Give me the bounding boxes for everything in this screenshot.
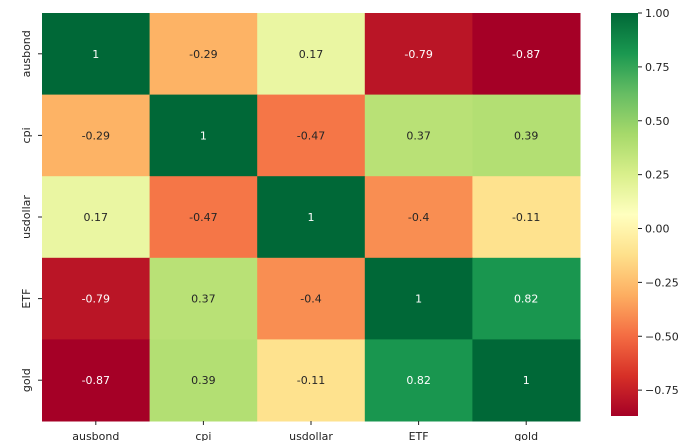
cell-value-label: 1 (415, 293, 422, 306)
cell-value-label: -0.4 (300, 293, 321, 306)
heatmap-cell-ausbond-cpi (149, 13, 258, 96)
colorbar-tick-label: 1.00 (645, 7, 670, 20)
cell-value-label: 0.39 (191, 374, 216, 387)
row-tick-labels: ausbond cpi usdollar ETF gold (20, 30, 42, 392)
heatmap-cell-gold-cpi (149, 339, 258, 422)
heatmap-cell-labels: 1 -0.29 0.17 -0.79 -0.87 -0.29 1 -0.47 0.37 0.39 0… (82, 48, 541, 387)
cell-value-label: -0.29 (82, 129, 110, 142)
colorbar-tick-label: 0.00 (645, 223, 670, 236)
heatmap-cell-cpi-ausbond (42, 94, 151, 177)
heatmap-cell-usdollar-usdollar (257, 176, 366, 259)
heatmap-cell-cpi-cpi (149, 94, 258, 177)
cell-value-label: -0.79 (82, 293, 110, 306)
cell-value-label: -0.79 (404, 48, 432, 61)
heatmap-cell-ausbond-usdollar (257, 13, 366, 96)
cell-value-label: 0.17 (84, 211, 109, 224)
cell-value-label: 0.17 (299, 48, 324, 61)
colorbar-tick-label: −0.50 (645, 330, 679, 343)
heatmap-cell-gold-ausbond (42, 339, 151, 422)
cell-value-label: -0.29 (189, 48, 217, 61)
heatmap-cell-gold-etf (364, 339, 473, 422)
heatmap-cell-ausbond-etf (364, 13, 473, 96)
colorbar-tick-label: −0.25 (645, 276, 679, 289)
heatmap-cell-etf-ausbond (42, 257, 151, 340)
cell-value-label: 0.37 (406, 129, 431, 142)
heatmap-cell-usdollar-etf (364, 176, 473, 259)
cell-value-label: -0.11 (512, 211, 540, 224)
cell-value-label: -0.47 (189, 211, 217, 224)
colorbar: 1.00 0.75 0.50 0.25 0.00 −0.25 −0.50 −0.75 (611, 7, 679, 416)
row-tick-label-usdollar: usdollar (20, 195, 33, 239)
cell-value-label: -0.47 (297, 129, 325, 142)
heatmap-cell-etf-etf (364, 257, 473, 340)
heatmap-cell-usdollar-ausbond (42, 176, 151, 259)
cell-value-label: 1 (200, 129, 207, 142)
heatmap-cells (42, 13, 581, 422)
cell-value-label: 1 (523, 374, 530, 387)
cell-value-label: -0.87 (512, 48, 540, 61)
cell-value-label: -0.4 (408, 211, 429, 224)
cell-value-label: -0.11 (297, 374, 325, 387)
row-tick-label-ausbond: ausbond (20, 30, 33, 77)
colorbar-tick-label: 0.50 (645, 115, 670, 128)
row-tick-label-etf: ETF (20, 289, 33, 309)
heatmap-cell-gold-gold (472, 339, 581, 422)
cell-value-label: 0.82 (406, 374, 431, 387)
heatmap-cell-usdollar-gold (472, 176, 581, 259)
heatmap-cell-ausbond-gold (472, 13, 581, 96)
heatmap-cell-etf-cpi (149, 257, 258, 340)
heatmap-cell-ausbond-ausbond (42, 13, 151, 96)
cell-value-label: 0.82 (514, 293, 539, 306)
cell-value-label: 1 (92, 48, 99, 61)
cell-value-label: 1 (308, 211, 315, 224)
colorbar-tick-label: 0.75 (645, 61, 670, 74)
column-tick-label-ausbond: ausbond (72, 430, 119, 441)
heatmap-cell-cpi-usdollar (257, 94, 366, 177)
heatmap-cell-cpi-gold (472, 94, 581, 177)
colorbar-tick-label: 0.25 (645, 169, 670, 182)
column-tick-label-cpi: cpi (195, 430, 211, 441)
colorbar-tick-label: −0.75 (645, 384, 679, 397)
heatmap-cell-gold-usdollar (257, 339, 366, 422)
cell-value-label: 0.39 (514, 129, 539, 142)
heatmap-cell-etf-gold (472, 257, 581, 340)
column-tick-labels: ausbond cpi usdollar ETF gold (72, 421, 538, 441)
heatmap-cell-usdollar-cpi (149, 176, 258, 259)
colorbar-gradient (611, 13, 638, 416)
cell-value-label: 0.37 (191, 293, 216, 306)
column-tick-label-gold: gold (514, 430, 538, 441)
column-tick-label-etf: ETF (409, 430, 429, 441)
column-tick-label-usdollar: usdollar (289, 430, 333, 441)
row-tick-label-gold: gold (20, 368, 33, 392)
heatmap-cell-cpi-etf (364, 94, 473, 177)
heatmap-cell-etf-usdollar (257, 257, 366, 340)
row-tick-label-cpi: cpi (20, 127, 33, 143)
cell-value-label: -0.87 (82, 374, 110, 387)
